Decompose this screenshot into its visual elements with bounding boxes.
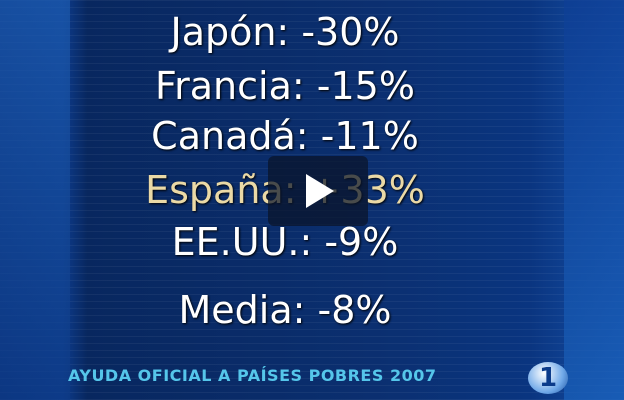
play-icon [306, 174, 334, 208]
stat-line: Media: -8% [178, 288, 392, 332]
background-panel [0, 0, 70, 400]
channel-logo: 1 [528, 362, 568, 394]
play-button[interactable] [268, 156, 368, 226]
play-triangle [306, 174, 334, 208]
stat-line: Francia: -15% [155, 64, 415, 108]
background-panel [564, 0, 624, 400]
stat-line: Canadá: -11% [151, 114, 419, 158]
stat-line: EE.UU.: -9% [171, 220, 399, 264]
stat-line: Japón: -30% [170, 10, 400, 54]
caption: AYUDA OFICIAL A PAÍSES POBRES 2007 [68, 366, 437, 385]
